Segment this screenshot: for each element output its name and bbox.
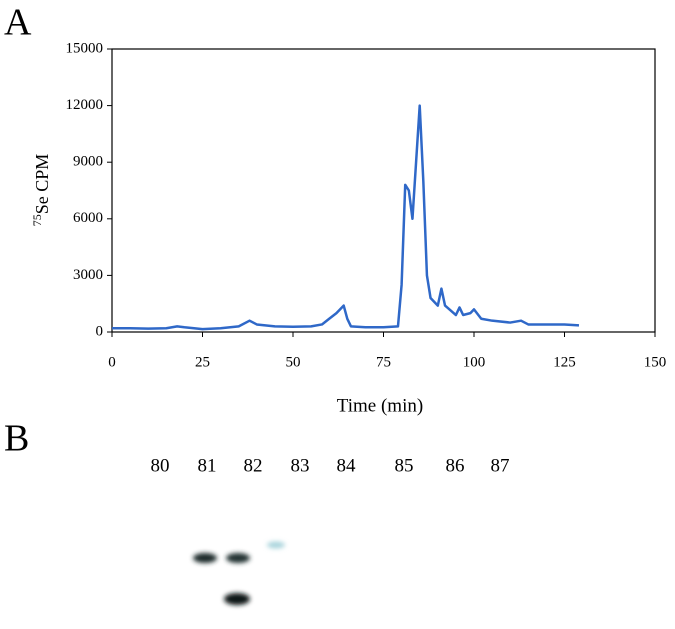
x-axis-title: Time (min) [337,395,423,416]
y-tick-label: 12000 [66,97,104,113]
x-tick-label: 75 [376,354,391,370]
x-tick-label: 25 [195,354,210,370]
x-tick-label: 150 [644,354,667,370]
x-tick-label: 100 [463,354,486,370]
y-tick-label: 9000 [73,154,103,170]
y-tick-label: 3000 [73,267,103,283]
x-tick-label: 125 [553,354,576,370]
panel-label: A [4,2,32,44]
panel-label: B [4,418,29,460]
spot [193,553,217,563]
y-tick-label: 0 [96,323,104,339]
y-axis-title: 75Se CPM [30,154,52,227]
y-label: Se CPM [32,154,52,215]
lane-label: 83 [291,455,310,476]
lane-label: 84 [337,455,357,476]
data-line [112,104,580,331]
spot [224,593,250,605]
lane-label: 82 [244,455,263,476]
y-tick-label: 6000 [73,210,103,226]
lane-label: 87 [491,455,510,476]
lane-label: 85 [395,455,414,476]
spot [226,553,250,563]
lane-label: 81 [198,455,217,476]
gel-spots [193,541,285,605]
x-tick-label: 50 [286,354,301,370]
y-tick-label: 15000 [66,40,104,56]
plot-frame [111,48,656,333]
superscript: 75 [30,214,44,226]
lane-label: 86 [446,455,465,476]
lane-label: 80 [151,455,170,476]
spot [267,541,285,549]
x-tick-label: 0 [108,354,116,370]
